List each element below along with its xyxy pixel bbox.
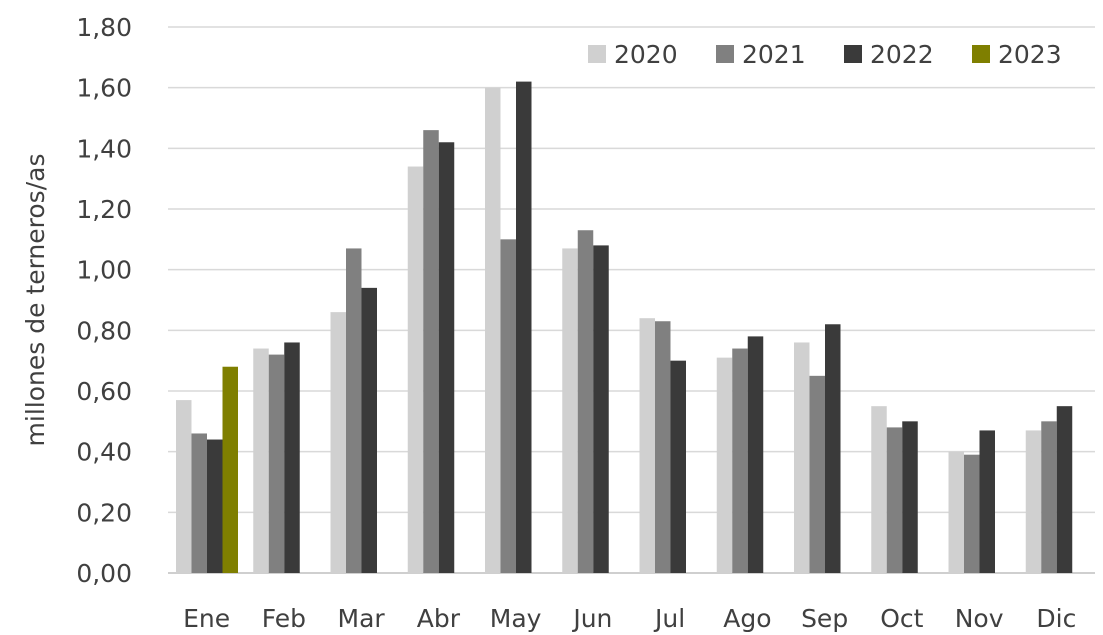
gridlines [168,26,1095,574]
legend-label: 2021 [742,40,806,69]
y-axis-title: millones de terneros/as [21,154,50,447]
x-tick-label: Ene [183,604,230,633]
bar-2022-may [516,81,532,573]
y-tick-label: 0,80 [76,316,132,345]
y-axis-tick-labels: 0,00 0,20 0,40 0,60 0,80 1,00 1,20 1,40 1,60 1,80 [76,13,132,588]
x-tick-label: Nov [955,604,1004,633]
bar-2022-ago [747,336,764,573]
bar-2020-dic [1025,430,1042,573]
bar-2020-jun [562,248,578,573]
y-tick-label: 0,40 [76,438,132,467]
x-tick-label: Jun [571,604,612,633]
x-tick-label: Jul [653,604,685,633]
bar-2020-ene [176,400,192,573]
x-tick-label: Feb [262,604,306,633]
bar-2020-mar [330,312,346,573]
bar-2022-nov [979,430,995,573]
bar-group-sep [794,324,841,573]
bar-2021-may [500,239,516,574]
bar-2020-sep [794,342,810,573]
bar-2020-jul [639,318,655,573]
bar-2021-abr [423,130,439,573]
bar-2020-ago [716,357,733,573]
legend-item-2020: 2020 [588,40,678,69]
bar-2022-ene [207,439,223,573]
y-tick-label: 0,20 [76,498,132,527]
bar-2023-ene [222,366,238,573]
bar-group-jul [639,318,686,573]
legend-item-2022: 2022 [844,40,934,69]
bars [176,81,1073,574]
bar-2022-oct [902,421,918,573]
bar-group-feb [253,342,300,573]
x-axis-tick-labels: Ene Feb Mar Abr May Jun Jul Ago Sep Oct Nov Dic [183,604,1076,633]
bar-group-ene [176,366,238,573]
y-tick-label: 1,20 [76,195,132,224]
bar-group-nov [948,430,995,573]
bar-2021-jul [655,321,671,573]
legend-swatch [588,45,606,63]
bar-2020-may [485,87,501,574]
legend-item-2023: 2023 [972,40,1062,69]
bar-2020-oct [871,406,887,573]
bar-group-oct [871,406,918,573]
bar-2021-jun [577,230,594,573]
x-tick-label: Sep [801,604,848,633]
bar-2021-dic [1041,421,1057,573]
x-tick-label: Mar [338,604,386,633]
bar-2020-nov [948,451,964,573]
bar-2022-jul [670,360,686,573]
bar-group-abr [407,130,455,574]
y-tick-label: 1,00 [76,256,132,285]
legend-swatch [844,45,862,63]
y-tick-label: 1,80 [76,13,132,42]
y-tick-label: 0,60 [76,377,132,406]
legend-label: 2020 [614,40,678,69]
legend-label: 2023 [998,40,1062,69]
bar-2020-abr [407,166,424,574]
bar-2020-feb [253,348,269,573]
bar-2022-jun [593,245,609,573]
bar-2021-sep [809,375,825,573]
bar-group-may [485,81,532,574]
legend: 2020 2021 2022 2023 [588,40,1062,69]
bar-group-mar [330,248,377,573]
x-tick-label: Ago [723,604,771,633]
legend-label: 2022 [870,40,934,69]
legend-swatch [972,45,990,63]
bar-2021-mar [346,248,362,573]
bar-group-jun [562,230,609,573]
bar-2021-ago [732,348,748,573]
x-tick-label: Dic [1036,604,1076,633]
bar-2022-abr [438,142,455,573]
bar-2022-mar [361,287,377,573]
bar-group-dic [1025,406,1073,573]
y-tick-label: 1,40 [76,134,132,163]
bar-2022-sep [825,324,841,573]
bar-2022-feb [284,342,300,573]
bar-2021-nov [964,454,980,573]
bar-2021-feb [268,354,285,573]
bar-2022-dic [1056,406,1073,573]
y-tick-label: 0,00 [76,559,132,588]
x-tick-label: May [490,604,542,633]
y-tick-label: 1,60 [76,74,132,103]
legend-swatch [716,45,734,63]
bar-2021-oct [886,427,903,573]
bar-2021-ene [191,433,207,573]
legend-item-2021: 2021 [716,40,806,69]
bar-group-ago [716,336,764,573]
x-tick-label: Oct [880,604,923,633]
x-tick-label: Abr [417,604,461,633]
